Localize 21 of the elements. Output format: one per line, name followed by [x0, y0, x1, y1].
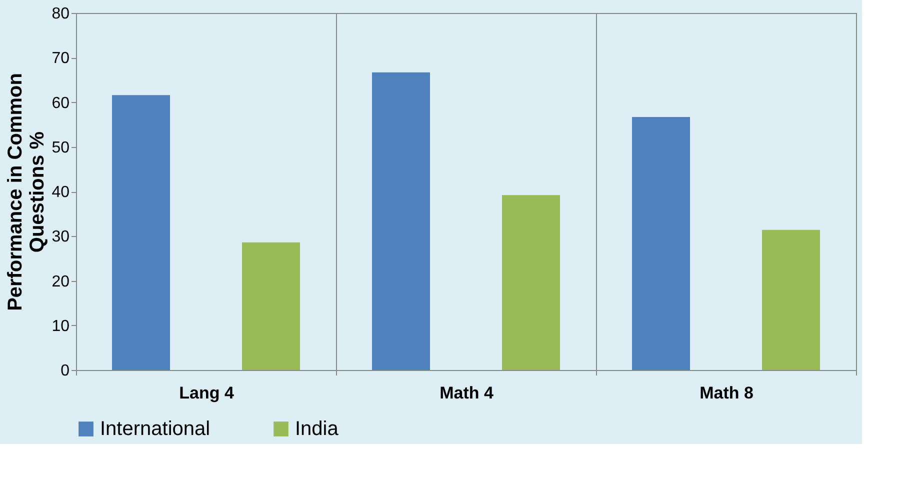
legend-label: India	[295, 418, 340, 440]
bar	[502, 195, 560, 370]
y-tick-label: 40	[52, 184, 70, 201]
bar	[632, 116, 690, 370]
y-tick-label: 20	[52, 273, 70, 290]
legend-label: International	[100, 418, 210, 440]
bar	[242, 242, 300, 370]
x-tick-label: Lang 4	[179, 384, 234, 402]
y-axis-title: Performance in Common Questions %	[4, 73, 49, 311]
x-tick-label: Math 4	[440, 384, 494, 402]
y-tick-label: 70	[52, 50, 70, 68]
y-tick-label: 50	[52, 139, 70, 156]
y-tick-label: 10	[52, 318, 70, 335]
y-tick-label: 60	[52, 94, 70, 112]
y-tick-label: 0	[60, 362, 70, 380]
bar	[372, 72, 430, 370]
bar	[762, 230, 820, 370]
bar	[112, 95, 170, 370]
x-tick-label: Math 8	[700, 384, 754, 402]
y-tick-label: 80	[52, 6, 70, 22]
y-tick-label: 30	[52, 228, 70, 246]
